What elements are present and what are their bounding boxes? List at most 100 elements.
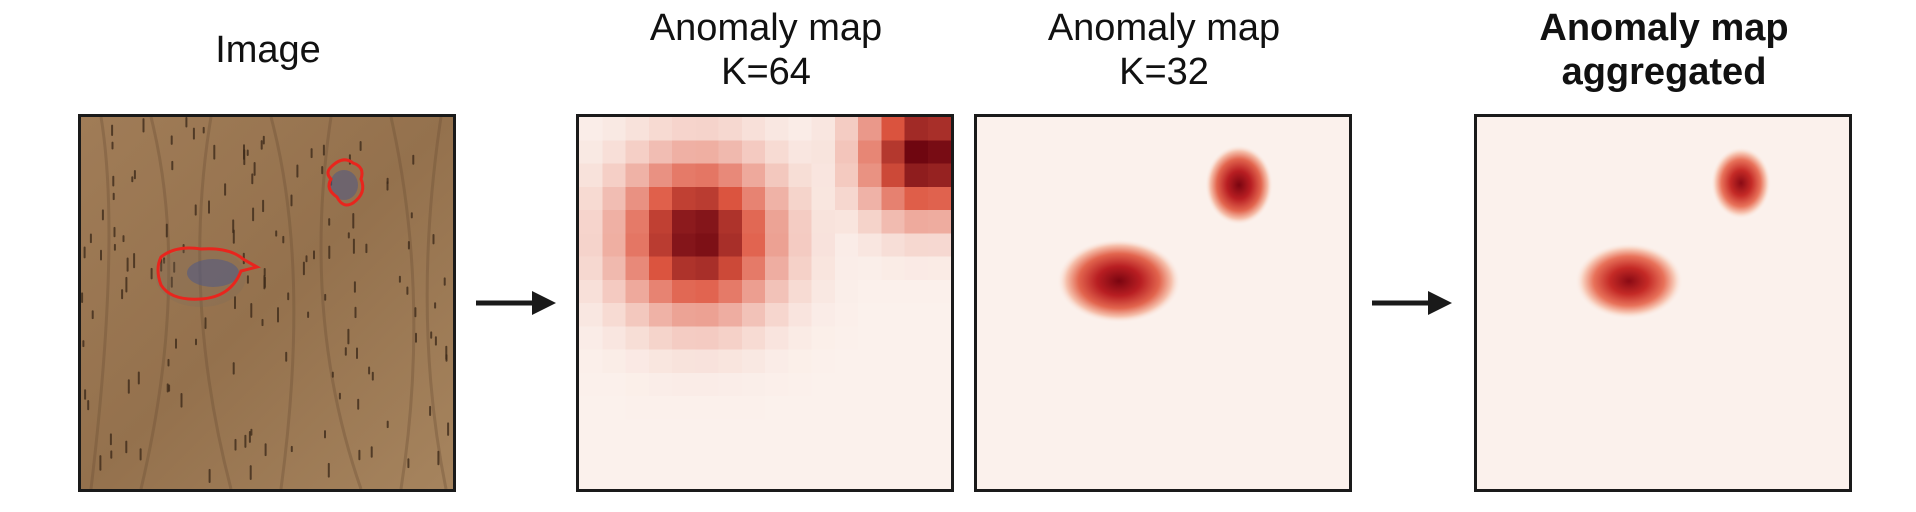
heatmap-cell <box>927 233 951 257</box>
heatmap-cell <box>648 140 673 164</box>
heatmap-cell <box>788 326 812 350</box>
heatmap-cell <box>648 442 673 467</box>
heatmap-cell <box>834 465 859 489</box>
heatmap-cell <box>741 117 766 141</box>
heatmap-cell <box>765 256 789 281</box>
heatmap-cell <box>718 372 743 397</box>
hotspot-small <box>1711 147 1771 219</box>
heatmap-cell <box>927 186 951 211</box>
heatmap-cell <box>741 442 766 467</box>
heatmap-cell <box>648 396 673 420</box>
heatmap-cell <box>602 163 626 188</box>
heatmap-cell <box>648 256 673 281</box>
heatmap-cell <box>881 140 905 164</box>
heatmap-cell <box>718 163 743 188</box>
heatmap-cell <box>788 396 812 420</box>
heatmap-cell <box>648 419 673 443</box>
heatmap-cell <box>602 210 626 234</box>
heatmap-cell <box>695 163 719 188</box>
heatmap-cell <box>648 163 673 188</box>
heatmap-cell <box>927 326 951 350</box>
heatmap-cell <box>765 186 789 211</box>
anomaly-map-k32-title-line1: Anomaly map <box>1047 7 1281 49</box>
heatmap-cell <box>881 233 905 257</box>
heatmap-cell <box>858 326 882 350</box>
heatmap-cell <box>834 326 859 350</box>
heatmap-cell <box>579 186 603 211</box>
heatmap-cell <box>672 117 696 141</box>
heatmap-cell <box>695 326 719 350</box>
heatmap-cell <box>765 396 789 420</box>
heatmap-cell <box>648 210 673 234</box>
heatmap-cell <box>927 372 951 397</box>
heatmap-cell <box>881 256 905 281</box>
heatmap-cell <box>788 233 812 257</box>
heatmap-cell <box>718 465 743 489</box>
heatmap-cell <box>695 210 719 234</box>
heatmap-cell <box>579 163 603 188</box>
heatmap-cell <box>579 372 603 397</box>
heatmap-cell <box>625 372 650 397</box>
heatmap-cell <box>904 442 929 467</box>
anomaly-map-k32-panel <box>974 114 1352 492</box>
heatmap-cell <box>625 210 650 234</box>
heatmap-cell <box>881 186 905 211</box>
heatmap-cell <box>881 303 905 327</box>
anomaly-map-k32-title-line2: K=32 <box>1119 51 1209 93</box>
heatmap-cell <box>811 256 836 281</box>
heatmap-cell <box>625 465 650 489</box>
heatmap-cell <box>718 349 743 374</box>
heatmap-cell <box>718 140 743 164</box>
heatmap-cell <box>602 117 626 141</box>
heatmap-cell <box>718 233 743 257</box>
heatmap-cell <box>602 256 626 281</box>
heatmap-cell <box>695 465 719 489</box>
heatmap-cell <box>648 233 673 257</box>
heatmap-cell <box>741 465 766 489</box>
heatmap-cell <box>602 349 626 374</box>
heatmap-cell <box>765 349 789 374</box>
heatmap-cell <box>788 186 812 211</box>
heatmap-cell <box>648 279 673 304</box>
heatmap-cell <box>625 163 650 188</box>
heatmap-cell <box>834 186 859 211</box>
heatmap-cell <box>579 326 603 350</box>
heatmap-cell <box>927 396 951 420</box>
heatmap-cell <box>858 163 882 188</box>
heatmap-cell <box>811 163 836 188</box>
heatmap-cell <box>788 303 812 327</box>
heatmap-cell <box>579 233 603 257</box>
heatmap-cell <box>648 117 673 141</box>
heatmap-cell <box>765 442 789 467</box>
heatmap-cell <box>881 326 905 350</box>
heatmap-cell <box>927 256 951 281</box>
anomaly-outline-small <box>326 158 365 207</box>
heatmap-cell <box>625 396 650 420</box>
heatmap-cell <box>625 117 650 141</box>
heatmap-cell <box>834 303 859 327</box>
heatmap-cell <box>718 442 743 467</box>
heatmap-cell <box>904 163 929 188</box>
heatmap-cell <box>672 326 696 350</box>
heatmap-cell <box>672 442 696 467</box>
heatmap-cell <box>672 419 696 443</box>
anomaly-map-aggregated-title-line2: aggregated <box>1561 51 1767 93</box>
heatmap-cell <box>788 117 812 141</box>
heatmap-cell <box>695 372 719 397</box>
anomaly-map-aggregated-title: Anomaly map aggregated <box>1474 6 1854 94</box>
heatmap-cell <box>718 326 743 350</box>
heatmap-cell <box>858 117 882 141</box>
heatmap-cell <box>881 349 905 374</box>
heatmap-cell <box>741 372 766 397</box>
heatmap-cell <box>858 256 882 281</box>
heatmap-cell <box>788 163 812 188</box>
heatmap-cell <box>695 303 719 327</box>
heatmap-cell <box>788 465 812 489</box>
heatmap-cell <box>811 279 836 304</box>
anomaly-stain-small <box>330 170 358 200</box>
heatmap-cell <box>718 396 743 420</box>
heatmap-cell <box>904 279 929 304</box>
heatmap-cell <box>858 349 882 374</box>
heatmap-cell <box>765 210 789 234</box>
heatmap-cell <box>602 303 626 327</box>
